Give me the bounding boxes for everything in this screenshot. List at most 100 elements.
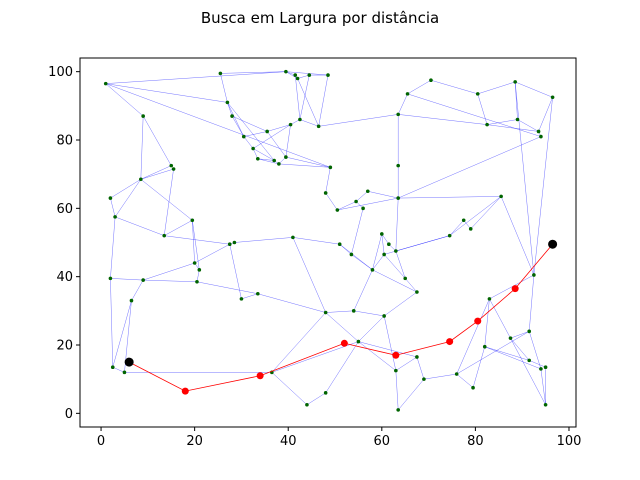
graph-node [141,278,145,282]
graph-edge [367,191,399,199]
graph-node [361,206,365,211]
path-node [511,285,519,293]
graph-node [365,189,370,194]
graph-edge [110,278,144,281]
graph-node [508,336,513,340]
graph-node [129,298,134,303]
graph-edge [337,197,399,211]
graph-edge [398,136,542,199]
graph-node [468,227,473,231]
graph-node [349,252,354,257]
y-tick-label: 100 [48,65,73,80]
graph-node [394,368,398,373]
start-node [124,357,134,367]
graph-edge [510,338,546,405]
graph-node [256,156,260,161]
graph-node [272,158,276,163]
graph-edge [405,278,418,293]
graph-node [218,71,223,76]
graph-node [197,268,202,272]
graph-edge [285,124,291,158]
graph-edge [395,370,399,410]
graph-node [422,377,426,381]
graph-node [487,297,492,301]
graph-node [335,208,340,212]
graph-edge [294,75,301,120]
graph-node [351,309,356,313]
graph-edge [395,235,450,252]
graph-node [241,134,246,139]
graph-edge [140,116,144,180]
graph-node [108,196,113,200]
graph-node [169,163,174,168]
graph-edge [395,356,418,371]
graph-edge [292,237,326,313]
graph-node [141,114,145,118]
graph-edge [227,102,233,117]
graph-node [139,177,143,182]
graph-edge [234,237,293,243]
graph-edge [112,300,132,368]
x-tick-label: 40 [280,434,297,449]
graph-edge [115,216,165,236]
graph-node [527,329,532,334]
x-tick-label: 20 [186,434,203,449]
graph-node [447,233,452,238]
graph-edge [231,115,268,132]
graph-edge [395,250,406,279]
y-tick-label: 20 [56,339,73,354]
graph-node [515,117,520,122]
graph-node [265,129,269,134]
graph-edge [257,158,275,161]
graph-node [405,92,410,96]
graph-node [354,199,358,204]
x-tick-label: 0 [97,434,105,449]
graph-edge [252,148,259,159]
graph-edge [372,269,418,293]
graph-node [230,114,234,118]
graph-node [543,365,548,370]
graph-edge [398,114,488,125]
graph-node [171,167,176,171]
graph-node [110,365,115,370]
path-node [181,387,189,395]
graph-edge [110,216,116,279]
graph-edge [484,298,490,347]
graph-edge [285,156,331,168]
graph-node [192,261,197,265]
graph-node [532,273,536,277]
graph-edge [489,298,511,339]
graph-edge [515,81,553,98]
graph-edge [267,124,291,132]
graph-node [387,242,391,247]
nodes-layer [103,69,555,412]
graph-edge [510,338,530,361]
graph-node [293,73,298,77]
graph-edge [318,75,329,127]
graph-edge [297,74,310,79]
graph-node [326,73,330,77]
graph-node [122,370,127,375]
edges-layer [105,71,553,411]
shortest-path-layer [124,239,558,395]
graph-edge [487,124,539,132]
graph-node [305,402,309,407]
graph-edge [351,254,373,271]
graph-edge [299,75,310,120]
x-tick-label: 100 [557,434,582,449]
graph-node [103,81,108,86]
graph-edge [355,191,368,202]
graph-edge [131,279,144,301]
graph-edge [285,71,329,76]
graph-edge [220,71,286,74]
graph-edge [487,119,518,125]
graph-node [454,372,459,376]
graph-node [291,235,295,240]
graph-node [482,344,487,349]
graph-edge [227,102,275,161]
graph-node [536,129,541,134]
graph-edge [456,373,474,388]
graph-edge [194,243,230,264]
graph-node [232,240,237,245]
graph-edge [449,220,464,236]
